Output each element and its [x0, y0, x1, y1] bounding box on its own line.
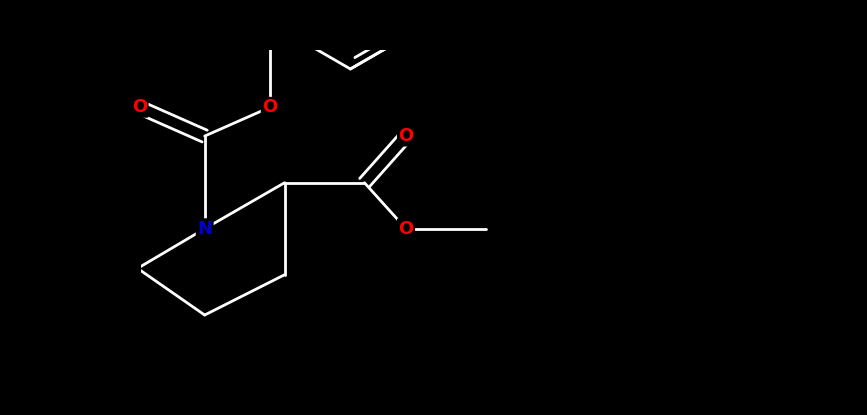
Text: O: O: [262, 98, 277, 116]
Text: O: O: [398, 127, 414, 145]
Text: O: O: [132, 98, 147, 116]
Text: O: O: [398, 220, 414, 238]
Text: N: N: [197, 220, 212, 238]
